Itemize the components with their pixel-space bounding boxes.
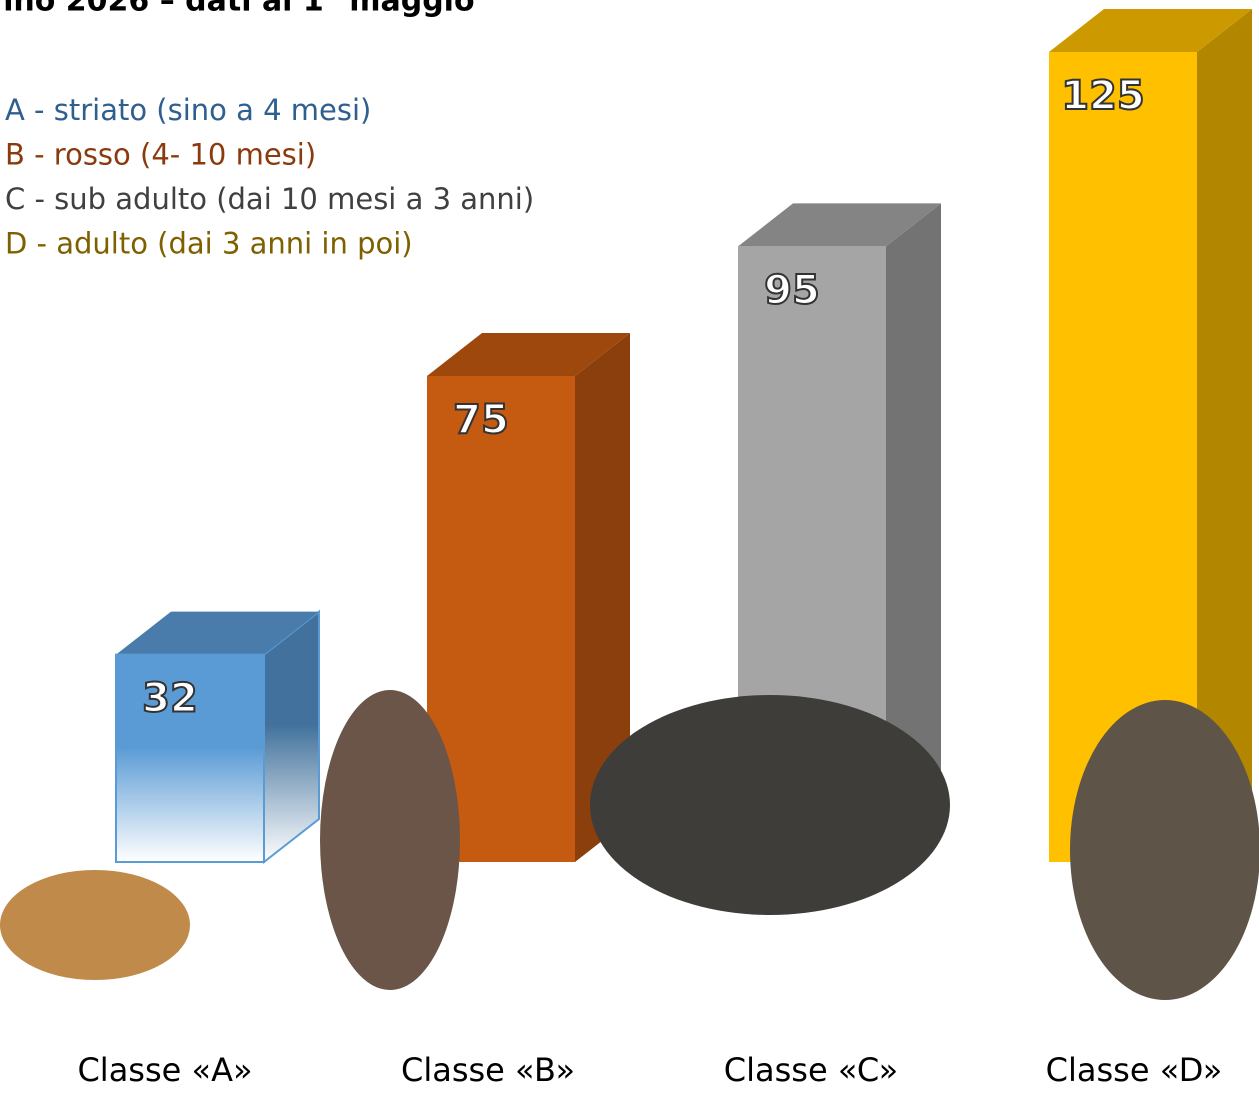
adult-boar (1070, 700, 1259, 1000)
bar-top (427, 333, 630, 376)
bar-side (1197, 9, 1252, 862)
young-boar (320, 690, 460, 990)
piglet (0, 870, 190, 980)
bar-side (263, 609, 320, 865)
bar-top (738, 203, 941, 247)
subadult-boar (590, 695, 950, 915)
bar: 75 (427, 333, 630, 862)
legend-entry: C - sub adulto (dai 10 mesi a 3 anni) (5, 182, 534, 216)
value-label: 125 (1061, 73, 1145, 119)
bar-front (115, 653, 265, 864)
legend: A - striato (sino a 4 mesi) B - rosso (4-… (5, 93, 534, 261)
bars: 32 75 95 125 (115, 9, 1252, 865)
category-label: Classe «A» (77, 1051, 252, 1089)
value-label: 32 (142, 676, 198, 722)
category-label: Classe «D» (1046, 1051, 1223, 1089)
value-label: 75 (453, 397, 509, 443)
legend-entry: B - rosso (4- 10 mesi) (5, 138, 316, 172)
bar-top (1049, 9, 1252, 52)
bar-side (575, 333, 630, 862)
legend-entry: A - striato (sino a 4 mesi) (5, 93, 371, 127)
animals (0, 690, 1259, 1000)
category-labels: Classe «A» Classe «B» Classe «C» Classe «D» (77, 1051, 1222, 1089)
bar-side (886, 203, 941, 862)
chart-title: nno 2026 – dati al 1° maggio (0, 0, 475, 19)
bar: 32 (115, 609, 320, 865)
category-label: Classe «B» (401, 1051, 575, 1089)
legend-entry: D - adulto (dai 3 anni in poi) (5, 227, 413, 261)
value-label: 95 (764, 267, 820, 313)
bar-top (116, 611, 319, 655)
category-label: Classe «C» (724, 1051, 898, 1089)
